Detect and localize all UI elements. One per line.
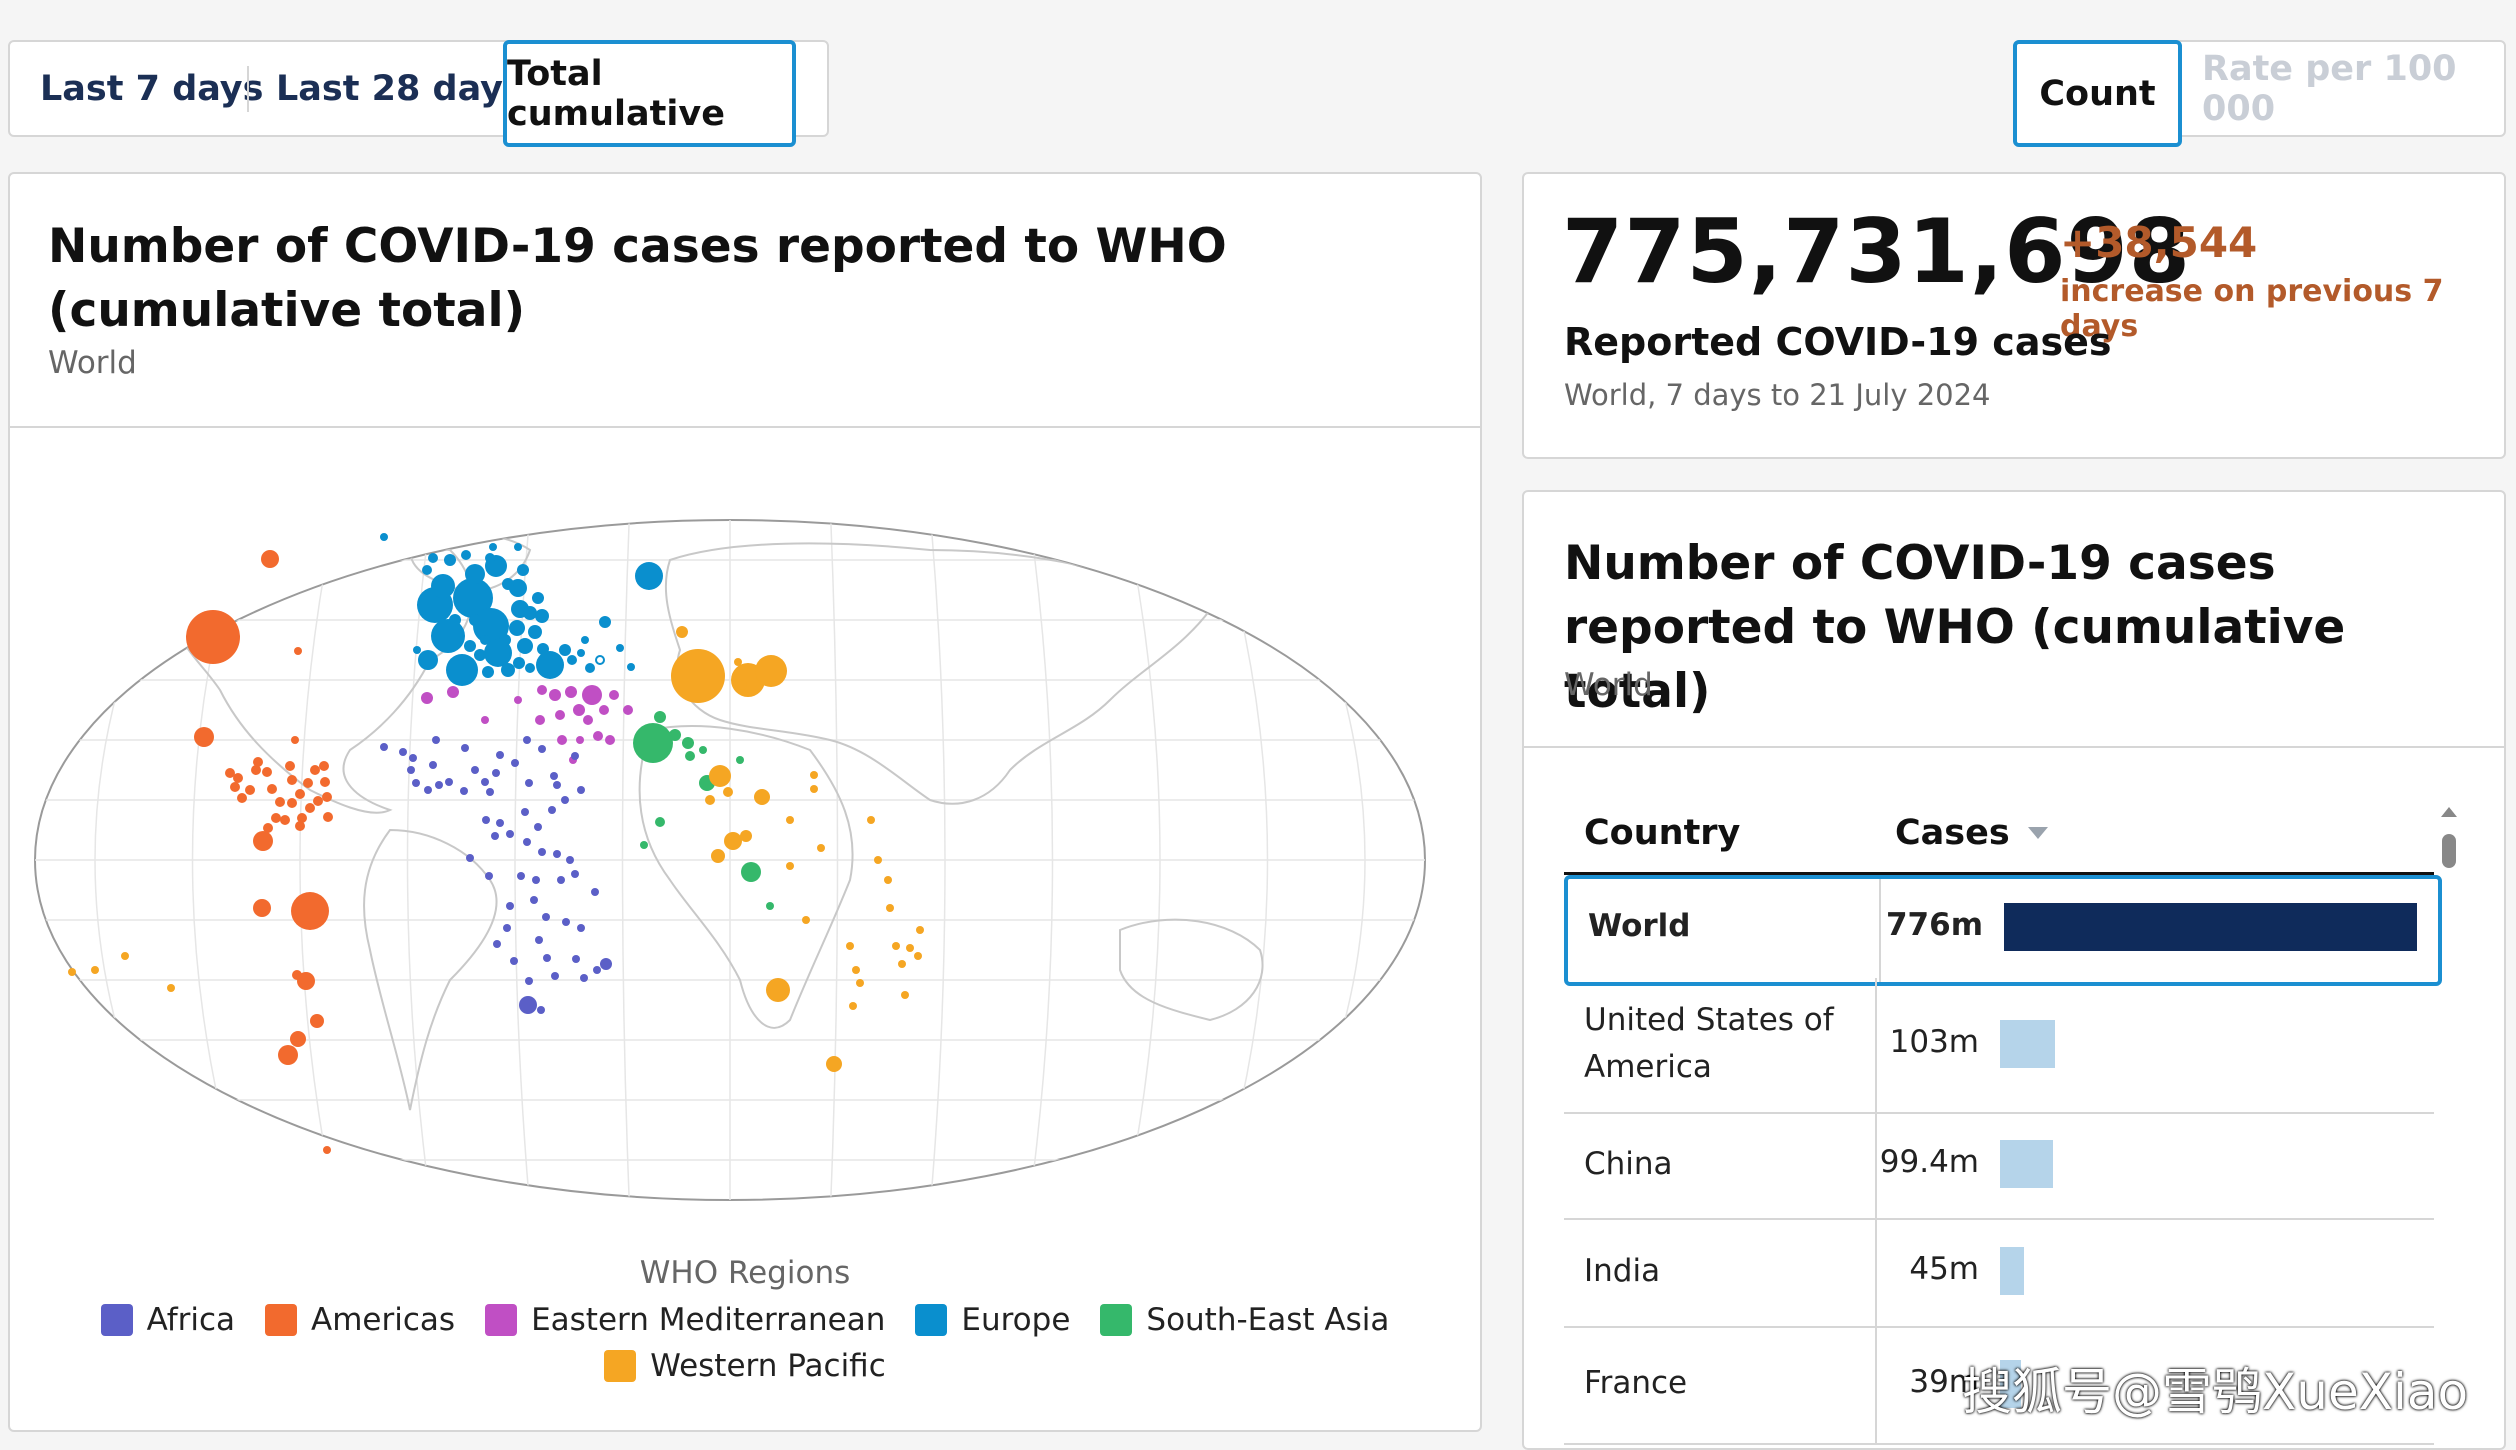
kpi-card [1522,172,2506,459]
metric-tabs: Count Rate per 100 000 [2013,40,2506,147]
cases-cell: 776m [1885,907,1983,943]
kpi-delta-label: increase on previous 7 days [2060,274,2444,344]
table-header-rule [1564,872,2434,875]
legend-label: Eastern Mediterranean [531,1302,886,1338]
column-divider [1875,978,1877,1112]
country-cell: India [1584,1253,1661,1289]
legend-swatch [915,1304,948,1336]
legend-swatch [265,1304,298,1336]
legend-swatch [1100,1304,1133,1336]
watermark: 搜狐号@雪鸮XueXiao [1962,1363,2469,1421]
map-card-subtitle: World [48,345,137,381]
time-range-tabs: Last 7 days Last 28 days Total cumulativ… [8,40,829,147]
country-cell: France [1584,1365,1688,1401]
cases-bar [2000,1020,2055,1068]
legend-label: South-East Asia [1146,1302,1390,1338]
kpi-subtitle: World, 7 days to 21 July 2024 [1564,378,1991,412]
column-divider [1875,1218,1877,1326]
column-header-cases-label: Cases [1895,813,2010,853]
column-divider [1875,1112,1877,1218]
column-divider [1879,879,1881,982]
scroll-thumb[interactable] [2442,834,2456,868]
column-header-cases[interactable]: Cases [1895,813,2050,853]
table-card-divider [1522,746,2506,748]
country-cell: China [1584,1146,1673,1182]
legend-swatch [100,1304,133,1336]
cases-bar [2000,1140,2053,1188]
legend-item-americas[interactable]: Americas [265,1302,455,1338]
legend-row-2: Western Pacific [8,1348,1482,1384]
cases-bar [2004,903,2417,951]
country-cell: World [1588,908,1691,944]
legend-label: Americas [311,1302,456,1338]
cases-bar [2000,1247,2024,1295]
table-row[interactable]: United States of America 103m [1564,978,2434,1114]
legend-label: Europe [961,1302,1071,1338]
cases-cell: 103m [1889,1024,1979,1060]
legend-item-south-east-asia[interactable]: South-East Asia [1100,1302,1389,1338]
cases-bar [2000,1360,2021,1408]
legend-title: WHO Regions [639,1255,851,1291]
map-card-title: Number of COVID-19 cases reported to WHO… [48,219,1227,338]
legend-item-africa[interactable]: Africa [100,1302,236,1338]
map-coastlines [177,534,1264,1111]
legend-label: Africa [146,1302,236,1338]
tab-total-cumulative[interactable]: Total cumulative [503,40,796,147]
tab-last-7-days[interactable]: Last 7 days [40,68,264,109]
legend-item-eastern-mediterranean[interactable]: Eastern Mediterranean [485,1302,885,1338]
column-divider [1875,1326,1877,1443]
sort-descending-icon [2027,827,2048,839]
legend-swatch [604,1350,637,1382]
world-bubble-map[interactable] [30,500,1460,1220]
table-row[interactable]: World 776m [1564,875,2442,986]
column-header-country[interactable]: Country [1584,813,1741,853]
cases-cell: 99.4m [1879,1144,1979,1180]
scroll-up-icon[interactable] [2438,802,2460,822]
cases-cell: 45m [1909,1251,1979,1287]
table-card-title: Number of COVID-19 cases reported to WHO… [1564,536,2346,719]
legend-item-europe[interactable]: Europe [915,1302,1070,1338]
map-graticule [35,520,1425,1200]
tab-rate-per-100000[interactable]: Rate per 100 000 [2202,48,2457,129]
tab-divider [247,66,249,112]
legend-swatch [485,1304,518,1336]
table-scrollbar[interactable] [2438,800,2460,1443]
map-card-divider [8,426,1482,428]
kpi-label: Reported COVID-19 cases [1564,320,2112,364]
table-card-subtitle: World [1564,667,1653,703]
country-cell: United States of America [1584,1002,1834,1085]
kpi-value: 775,731,698 [1562,200,2191,303]
tab-last-28-days[interactable]: Last 28 days [276,68,524,109]
cases-cell: 39m [1909,1364,1979,1400]
map-bubbles [68,533,924,1154]
table-row[interactable]: India 45m [1564,1218,2434,1328]
tab-count[interactable]: Count [2013,40,2182,147]
kpi-delta: +38,544 [2060,218,2258,267]
legend-item-western-pacific[interactable]: Western Pacific [604,1348,886,1384]
table-row[interactable]: China 99.4m [1564,1112,2434,1220]
legend-row-1: Africa Americas Eastern Mediterranean Eu… [8,1302,1482,1338]
legend-label: Western Pacific [650,1348,886,1384]
